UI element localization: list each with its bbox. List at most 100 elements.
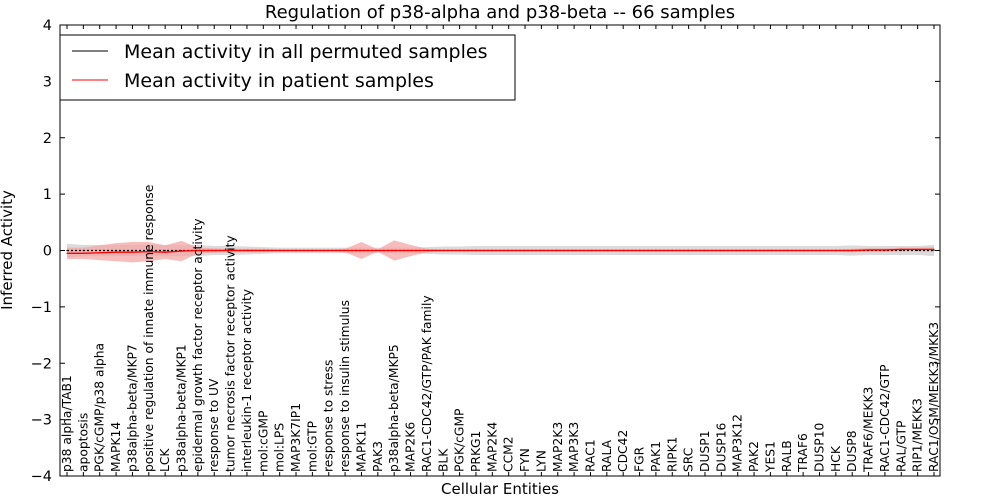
x-category-label-25: PRKG1 [469,431,483,472]
point-s1-5 [148,251,150,253]
x-category-label-7: p38alpha-beta/MKP1 [175,344,189,472]
point-s1-47 [835,249,837,252]
point-s1-17 [344,249,346,252]
x-category-label-2: PGK/cGMP/p38 alpha [93,343,107,472]
x-category-label-26: MAP2K4 [485,422,499,472]
x-category-label-29: LYN [534,450,548,472]
point-s0-53 [933,249,935,252]
point-s1-6 [164,251,166,253]
x-category-label-32: RAC1 [583,439,597,472]
x-category-label-23: BLK [436,448,450,472]
point-s1-8 [197,249,199,252]
point-s1-42 [753,249,755,252]
legend-box [59,34,516,101]
point-s1-33 [606,249,608,252]
chart-title: Regulation of p38-alpha and p38-beta -- … [265,2,735,23]
x-category-label-48: DUSP8 [845,430,859,472]
y-axis-label: Inferred Activity [0,190,16,310]
point-s0-2 [99,249,101,252]
x-category-label-41: MAP3K12 [731,414,745,472]
x-category-label-4: p38alpha-beta/MKP7 [125,344,139,472]
point-s1-36 [655,249,657,252]
y-tick-label-3: −1 [31,300,52,316]
point-s1-52 [917,248,919,250]
x-axis-ticks [66,25,935,476]
point-s1-51 [900,248,902,250]
x-category-label-10: tumor necrosis factor receptor activity [224,235,238,472]
x-category-label-21: MAP2K6 [404,422,418,472]
line-series-1 [67,248,934,254]
legend-entry-patient: Mean activity in patient samples [124,70,434,92]
x-category-label-15: mol:GTP [305,421,319,472]
x-category-label-9: response to UV [207,378,221,472]
point-s1-30 [557,249,559,252]
plot-frame [59,24,941,477]
point-s1-7 [180,250,183,252]
x-category-label-20: p38alpha-beta/MKP5 [387,344,401,472]
point-s1-15 [311,249,313,252]
point-s1-3 [115,251,117,253]
x-category-label-51: RAL/GTP [894,421,908,472]
x-category-label-8: epidermal growth factor receptor activit… [191,218,205,472]
point-s1-53 [933,248,935,250]
x-category-label-33: RALA [600,439,614,472]
legend-entry-permuted: Mean activity in all permuted samples [124,41,487,63]
point-s0-6 [164,249,166,252]
point-s1-31 [573,249,575,252]
point-s1-20 [393,249,395,252]
point-s1-48 [851,249,853,252]
x-category-label-35: FGR [633,446,647,472]
legend: Mean activity in all permuted samples Me… [59,34,516,101]
point-s1-41 [737,249,739,252]
point-s1-24 [459,249,461,252]
x-category-label-1: apoptosis [76,413,90,472]
band-series-1 [67,240,934,263]
x-category-label-22: RAC1-CDC42/GTP/PAK family [420,295,434,472]
point-s1-13 [279,249,281,252]
x-category-label-46: DUSP10 [812,423,826,472]
point-s1-44 [786,249,788,252]
y-tick-label-1: −3 [31,413,52,429]
point-s1-19 [377,249,379,252]
y-tick-label-4: 0 [43,244,52,260]
point-s1-0 [66,252,68,254]
point-s1-14 [295,249,297,252]
point-s1-2 [99,252,101,254]
x-category-label-6: LCK [158,448,172,472]
point-s0-0 [66,249,68,252]
point-s0-4 [131,249,134,252]
x-axis-label: Cellular Entities [441,480,559,498]
x-category-label-12: mol:cGMP [256,411,270,472]
point-s1-25 [475,249,477,252]
point-s1-10 [229,249,232,252]
point-s1-28 [524,249,526,252]
series-lines [66,248,935,254]
y-tick-label-0: −4 [31,469,52,485]
x-category-label-47: HCK [829,445,843,472]
point-s1-26 [491,249,493,252]
x-category-label-30: MAP2K3 [551,422,565,472]
point-s1-50 [884,249,886,251]
y-tick-label-2: −2 [31,356,52,372]
x-category-label-3: MAPK14 [109,422,123,472]
x-category-label-37: RIPK1 [665,437,679,472]
x-category-label-28: FYN [518,448,532,472]
x-category-label-34: CDC42 [616,430,630,472]
x-category-label-13: mol:LPS [273,423,287,472]
x-category-label-45: TRAF6 [796,433,810,473]
point-s1-45 [802,249,804,252]
y-tick-label-8: 4 [43,18,52,34]
y-axis-ticks: −4 −3 −2 −1 0 1 2 3 4 [31,18,940,485]
x-category-label-49: TRAF6/MEKK3 [862,387,876,473]
point-s1-9 [213,249,215,252]
point-s1-46 [818,249,821,252]
x-category-label-31: MAP3K3 [567,422,581,472]
point-s1-16 [328,249,330,252]
x-category-label-18: MAPK11 [354,422,368,472]
point-s1-18 [360,249,363,252]
point-s1-29 [540,249,542,252]
point-s1-38 [688,249,690,252]
x-category-label-38: SRC [682,448,696,472]
point-s1-32 [589,249,592,252]
